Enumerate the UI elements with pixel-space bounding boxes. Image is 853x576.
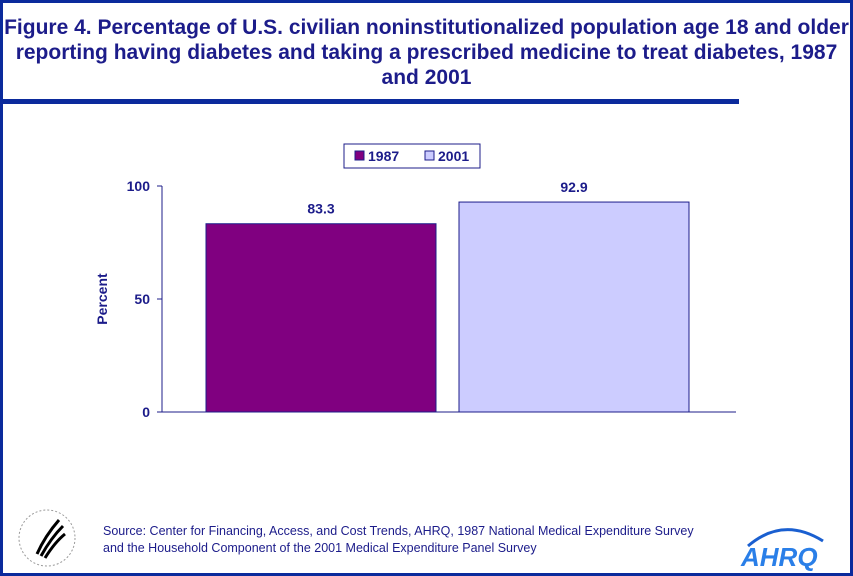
legend-label: 2001 — [438, 148, 469, 164]
source-note: Source: Center for Financing, Access, an… — [103, 523, 694, 557]
y-axis-label: Percent — [94, 273, 110, 325]
data-label: 92.9 — [560, 179, 587, 195]
y-tick-label: 50 — [134, 291, 150, 307]
chart-title: Figure 4. Percentage of U.S. civilian no… — [4, 16, 849, 89]
svg-text:AHRQ: AHRQ — [740, 542, 818, 571]
bar-2001 — [458, 201, 690, 413]
bar-1987 — [205, 223, 437, 413]
source-line: Source: Center for Financing, Access, an… — [103, 524, 694, 538]
hhs-logo — [18, 509, 76, 567]
source-line: and the Household Component of the 2001 … — [103, 541, 537, 555]
y-tick-label: 100 — [127, 178, 151, 194]
legend-swatch-1987 — [354, 150, 365, 161]
legend-label: 1987 — [368, 148, 399, 164]
bar-chart: 0 50 100 Percent 83.3 92.9 1987 2001 — [94, 143, 736, 420]
title-rule — [3, 99, 739, 104]
y-tick-label: 0 — [142, 404, 150, 420]
legend-swatch-2001 — [424, 150, 435, 161]
data-label: 83.3 — [307, 201, 334, 217]
ahrq-logo: AHRQ — [740, 528, 824, 571]
legend — [343, 143, 481, 169]
